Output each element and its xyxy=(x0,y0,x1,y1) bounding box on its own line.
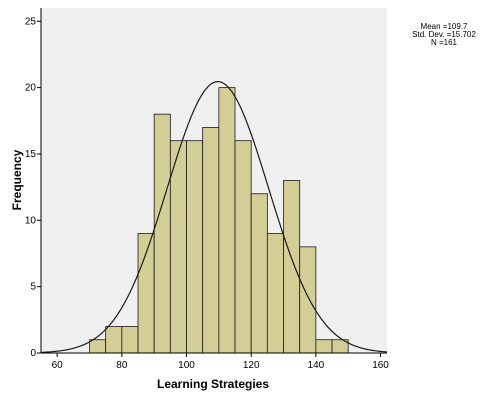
stats-n: N =161 xyxy=(431,38,458,47)
histogram-bar-6 xyxy=(186,140,204,354)
stats-std-dev: Std. Dev. =15.702 xyxy=(412,30,476,39)
y-axis-title: Frequency xyxy=(10,149,24,210)
x-tick-label-3: 120 xyxy=(243,360,260,371)
histogram-bar-13 xyxy=(299,246,317,354)
x-tick-label-1: 80 xyxy=(116,360,128,371)
stats-box: Mean =109.7 Std. Dev. =15.702 N =161 xyxy=(412,22,476,47)
histogram-bar-14 xyxy=(315,339,333,354)
y-tick-label-4: 20 xyxy=(25,83,37,94)
y-tick-label-2: 10 xyxy=(25,215,37,226)
y-tick-label-5: 25 xyxy=(25,16,37,27)
histogram-bar-1 xyxy=(105,326,123,354)
histogram-bar-11 xyxy=(266,233,284,354)
x-tick-label-2: 100 xyxy=(178,360,195,371)
x-axis-title: Learning Strategies xyxy=(157,377,269,391)
histogram-bar-4 xyxy=(153,113,171,354)
x-tick-label-0: 60 xyxy=(52,360,64,371)
histogram-bar-7 xyxy=(202,127,220,354)
y-tick-label-0: 0 xyxy=(30,348,36,359)
y-tick-label-1: 5 xyxy=(30,282,36,293)
histogram-bar-0 xyxy=(89,339,107,354)
normal-curve xyxy=(40,81,388,353)
y-tick-label-3: 15 xyxy=(25,149,37,160)
histogram-bar-5 xyxy=(169,140,187,354)
x-tick-label-5: 160 xyxy=(372,360,389,371)
x-tick-label-4: 140 xyxy=(308,360,325,371)
stats-mean: Mean =109.7 xyxy=(421,22,468,31)
histogram-bar-8 xyxy=(218,87,236,354)
histogram-bar-12 xyxy=(283,180,301,354)
x-ticks-group: 60 80 100 120 140 160 xyxy=(52,353,389,371)
histogram-bar-9 xyxy=(234,140,252,354)
y-ticks-group: 0 5 10 15 20 25 xyxy=(25,16,41,359)
histogram-bar-2 xyxy=(121,326,139,354)
histogram-bar-10 xyxy=(250,193,268,354)
